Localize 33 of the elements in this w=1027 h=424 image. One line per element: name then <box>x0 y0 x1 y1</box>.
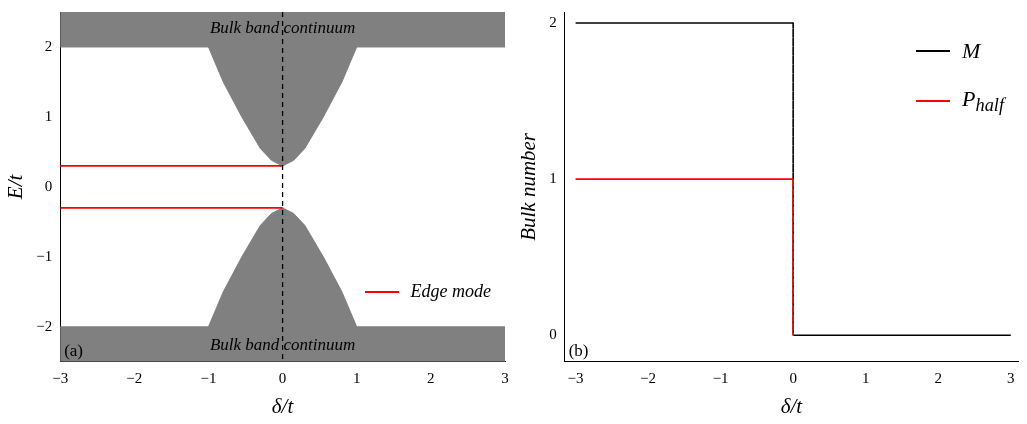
x-tick-label: −1 <box>200 369 217 386</box>
legend-label: P$_{half}$ <box>962 86 1004 117</box>
x-tick-label: −3 <box>52 369 69 386</box>
y-tick-label: 2 <box>549 13 557 30</box>
x-tick-label: 3 <box>1007 369 1015 386</box>
y-tick-label: −1 <box>36 247 53 264</box>
x-axis-title: δ/t <box>271 393 295 418</box>
y-tick-label: 0 <box>549 326 557 343</box>
y-tick-label: −2 <box>36 317 53 334</box>
x-tick-label: 0 <box>278 369 287 386</box>
y-tick-label: 1 <box>44 107 53 124</box>
legend-label: Edge mode <box>410 281 491 302</box>
y-axis-title: Bulk number <box>516 132 541 241</box>
legend-label: M <box>962 38 981 64</box>
x-tick-label: 2 <box>427 369 435 386</box>
y-tick-label: 1 <box>549 170 557 187</box>
annotation: Bulk band continuum <box>209 17 356 37</box>
y-axis-title: E/t <box>3 173 28 201</box>
x-tick-label: −1 <box>712 369 729 386</box>
x-tick-label: 2 <box>934 369 942 386</box>
x-tick-label: 3 <box>501 369 509 386</box>
x-axis-title: δ/t <box>780 393 804 418</box>
x-tick-label: 1 <box>861 369 870 386</box>
annotation: Bulk band continuum <box>209 335 356 355</box>
x-tick-label: 0 <box>789 369 797 386</box>
annotation: (b) <box>568 340 589 360</box>
x-tick-label: −2 <box>640 369 657 386</box>
x-tick-label: 1 <box>352 369 361 386</box>
y-tick-label: 2 <box>44 37 53 54</box>
x-tick-label: −3 <box>567 369 584 386</box>
x-tick-label: −2 <box>126 369 143 386</box>
annotation: (a) <box>64 340 84 360</box>
y-tick-label: 0 <box>44 177 53 194</box>
